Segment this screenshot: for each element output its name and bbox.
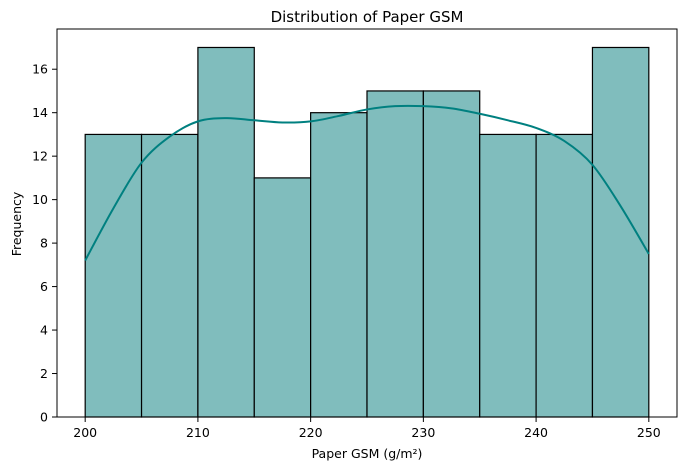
y-tick-label-12: 12 [32,149,48,164]
x-axis-label: Paper GSM (g/m²) [312,446,423,461]
y-tick-label-8: 8 [40,236,48,251]
y-tick-label-4: 4 [40,323,48,338]
histogram-bar-6 [422,90,481,418]
y-tick-label-0: 0 [40,410,48,425]
plot-frame [56,28,678,418]
y-axis: 0 2 4 6 8 10 12 14 16 [32,62,57,425]
y-tick-label-14: 14 [32,105,48,120]
histogram-bar-2 [197,46,255,418]
kde-line [84,104,650,261]
x-tick-label-210: 210 [186,425,210,440]
histogram-bar-7 [479,133,537,418]
x-tick-label-240: 240 [524,425,548,440]
histogram-bar-4 [310,112,368,418]
histogram-bar-1 [140,133,199,418]
x-axis: 200 210 220 230 240 250 [73,417,661,440]
histogram-bar-5 [366,90,424,418]
y-axis-label: Frequency [9,191,24,256]
x-tick-label-200: 200 [73,425,97,440]
histogram-bar-8 [535,133,594,418]
x-tick-label-220: 220 [299,425,323,440]
x-tick-label-250: 250 [637,425,661,440]
histogram-bar-3 [253,177,312,418]
histogram-bar-9 [591,46,650,418]
y-tick-label-16: 16 [32,62,48,77]
kde-layer [84,104,650,261]
y-tick-label-6: 6 [40,279,48,294]
chart-title: Distribution of Paper GSM [271,8,464,26]
y-tick-label-10: 10 [32,192,48,207]
x-tick-label-230: 230 [411,425,435,440]
y-tick-label-2: 2 [40,366,48,381]
histogram-bar-0 [84,133,143,418]
bars [84,46,650,418]
